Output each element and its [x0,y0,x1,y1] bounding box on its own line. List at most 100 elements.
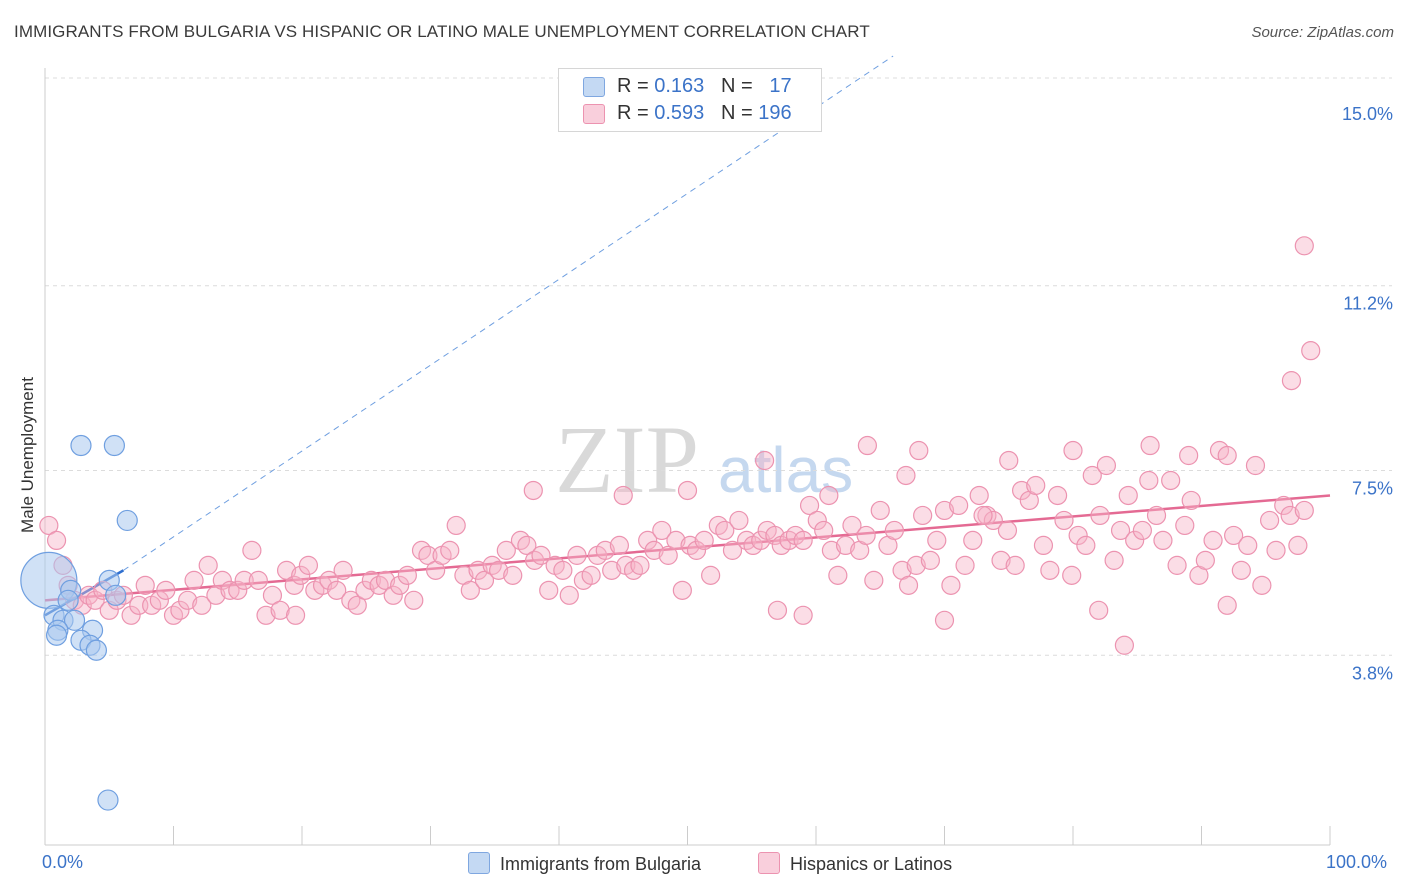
legend-swatch-pink [758,852,780,874]
data-point-hispanic [934,500,955,521]
data-point-hispanic [149,590,169,610]
data-point-hispanic [446,515,466,536]
data-point-hispanic [793,605,813,625]
data-point-hispanic [524,550,545,570]
data-point-hispanic [1161,470,1181,491]
data-point-bulgaria [63,609,86,631]
data-point-hispanic [355,580,375,600]
data-point-hispanic [1301,341,1321,361]
data-point-hispanic [658,545,678,565]
watermark-zip: ZIP [555,406,699,513]
data-point-hispanic [312,575,333,595]
data-point-bulgaria [97,789,119,811]
data-point-hispanic [652,520,672,541]
data-point-hispanic [404,590,424,610]
data-point-hispanic [270,600,290,620]
data-point-hispanic [999,450,1019,471]
data-points [20,236,1321,811]
data-point-hispanic [955,555,975,575]
data-point-hispanic [135,575,155,595]
data-point-hispanic [1068,525,1088,546]
data-point-hispanic [474,570,495,590]
data-point-hispanic [234,570,254,590]
data-point-hispanic [256,605,276,625]
data-point-hispanic [1033,535,1054,556]
x-tick-label-max: 100.0% [1326,852,1388,872]
data-point-hispanic [729,510,749,531]
data-point-hispanic [418,545,438,565]
data-point-hispanic [609,535,629,556]
data-point-hispanic [383,585,403,605]
data-point-hispanic [906,555,926,575]
data-point-hispanic [969,485,989,506]
data-point-hispanic [333,560,353,580]
data-point-hispanic [864,570,884,590]
data-point-hispanic [1089,600,1109,620]
data-point-hispanic [898,575,919,595]
data-point-hispanic [1140,435,1160,456]
legend-stats: R = 0.163 N = 17 [617,75,792,97]
data-point-hispanic [1179,445,1199,466]
data-point-hispanic [1047,485,1068,506]
data-point-hispanic [1026,475,1046,496]
source-label: Source: ZipAtlas.com [1251,24,1394,41]
data-point-hispanic [85,590,105,610]
data-point-hispanic [1281,371,1302,391]
data-point-hispanic [460,580,480,600]
data-point-hispanic [39,515,59,536]
data-point-hispanic [1252,575,1272,595]
trend-line-bulgaria-extended [123,55,894,571]
data-point-hispanic [510,530,531,551]
data-point-hispanic [857,435,878,456]
data-point-hispanic [581,565,601,585]
data-point-bulgaria [103,434,125,457]
data-point-hispanic [1139,470,1159,491]
data-point-hispanic [46,530,67,551]
data-point-hispanic [751,530,771,551]
data-point-hispanic [220,580,240,600]
data-point-hispanic [666,530,686,551]
data-point-hispanic [468,560,488,580]
y-tick-label: 11.2% [1343,294,1393,314]
data-point-hispanic [793,530,813,551]
data-point-hispanic [1260,510,1280,531]
data-point-hispanic [1118,485,1138,506]
data-point-hispanic [870,500,890,521]
data-point-bulgaria [70,434,92,457]
data-point-hispanic [523,480,543,501]
data-point-hispanic [411,540,432,560]
data-point-hispanic [1114,635,1135,655]
legend-stats: R = 0.593 N = 196 [617,102,792,124]
data-point-hispanic [397,565,417,585]
data-point-hispanic [856,525,876,546]
data-point-hispanic [1217,595,1237,615]
data-point-hispanic [1132,520,1152,541]
data-point-hispanic [779,530,799,551]
data-point-hispanic [821,540,842,560]
grid [45,77,1392,656]
data-point-hispanic [440,540,460,560]
data-point-hispanic [539,580,559,600]
data-point-hispanic [799,495,820,516]
data-point-hispanic [375,570,396,590]
data-point-hispanic [553,560,573,580]
chart-title: IMMIGRANTS FROM BULGARIA VS HISPANIC OR … [14,22,870,41]
data-point-hispanic [630,555,650,575]
data-point-hispanic [754,450,775,471]
data-point-hispanic [934,610,955,630]
data-point-hispanic [517,535,537,556]
x-tick-label-min: 0.0% [42,852,84,872]
y-tick-label: 3.8% [1352,663,1393,683]
data-point-hispanic [212,570,232,590]
data-point-hispanic [347,595,367,615]
data-point-hispanic [285,605,306,625]
data-point-hispanic [198,555,218,575]
data-point-hispanic [920,550,940,570]
data-point-bulgaria [57,589,79,611]
data-point-hispanic [284,575,304,595]
data-point-hispanic [262,585,283,605]
data-point-hispanic [121,605,141,625]
data-point-hispanic [1203,530,1223,551]
data-point-hispanic [369,575,389,595]
